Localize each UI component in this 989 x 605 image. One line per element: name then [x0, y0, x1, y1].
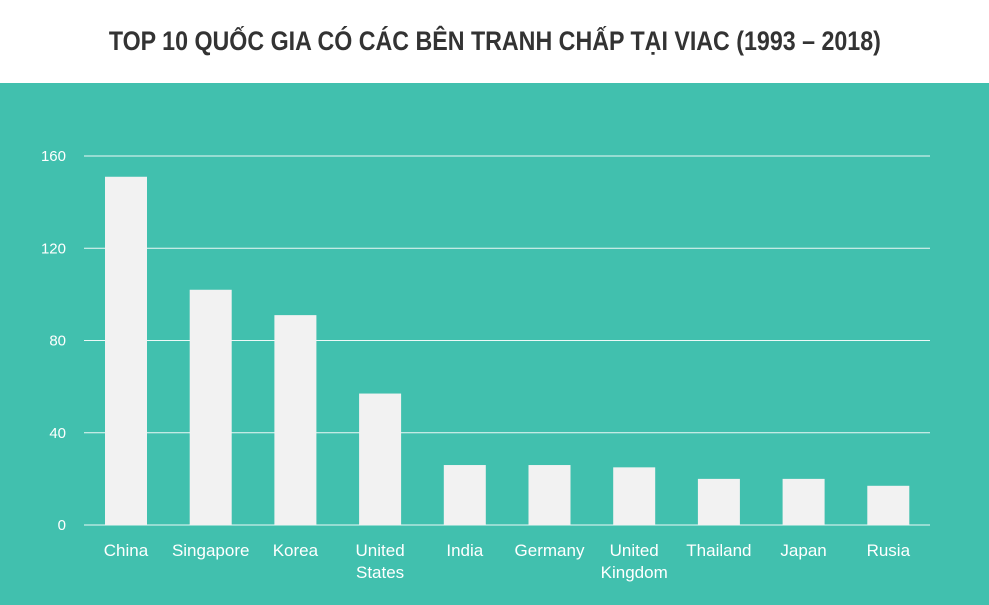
x-tick-label: States [356, 563, 404, 582]
chart-title: TOP 10 QUỐC GIA CÓ CÁC BÊN TRANH CHẤP TẠ… [108, 26, 881, 56]
x-tick-label: India [446, 541, 483, 560]
bar [105, 176, 147, 525]
bar [443, 465, 486, 525]
x-tick-label: Germany [515, 541, 585, 560]
x-tick-label: Thailand [686, 541, 751, 560]
x-tick-label: United [356, 541, 405, 560]
bar [867, 485, 910, 525]
chart-header: TOP 10 QUỐC GIA CÓ CÁC BÊN TRANH CHẤP TẠ… [0, 0, 989, 83]
bar [613, 467, 656, 525]
x-tick-label: China [104, 541, 149, 560]
bar [359, 393, 402, 525]
bar [697, 478, 740, 525]
x-tick-label: United [610, 541, 659, 560]
x-tick-label: Japan [780, 541, 826, 560]
y-tick-label: 80 [49, 333, 66, 350]
y-tick-label: 120 [41, 240, 66, 257]
y-tick-label: 0 [58, 517, 66, 534]
x-tick-label: Kingdom [601, 563, 668, 582]
bar [528, 465, 571, 525]
y-tick-label: 160 [41, 148, 66, 165]
bar [189, 289, 232, 525]
y-tick-label: 40 [49, 425, 66, 442]
bar [782, 478, 825, 525]
x-tick-label: Singapore [172, 541, 250, 560]
x-tick-label: Rusia [867, 541, 911, 560]
bar [274, 315, 317, 525]
x-tick-label: Korea [273, 541, 319, 560]
